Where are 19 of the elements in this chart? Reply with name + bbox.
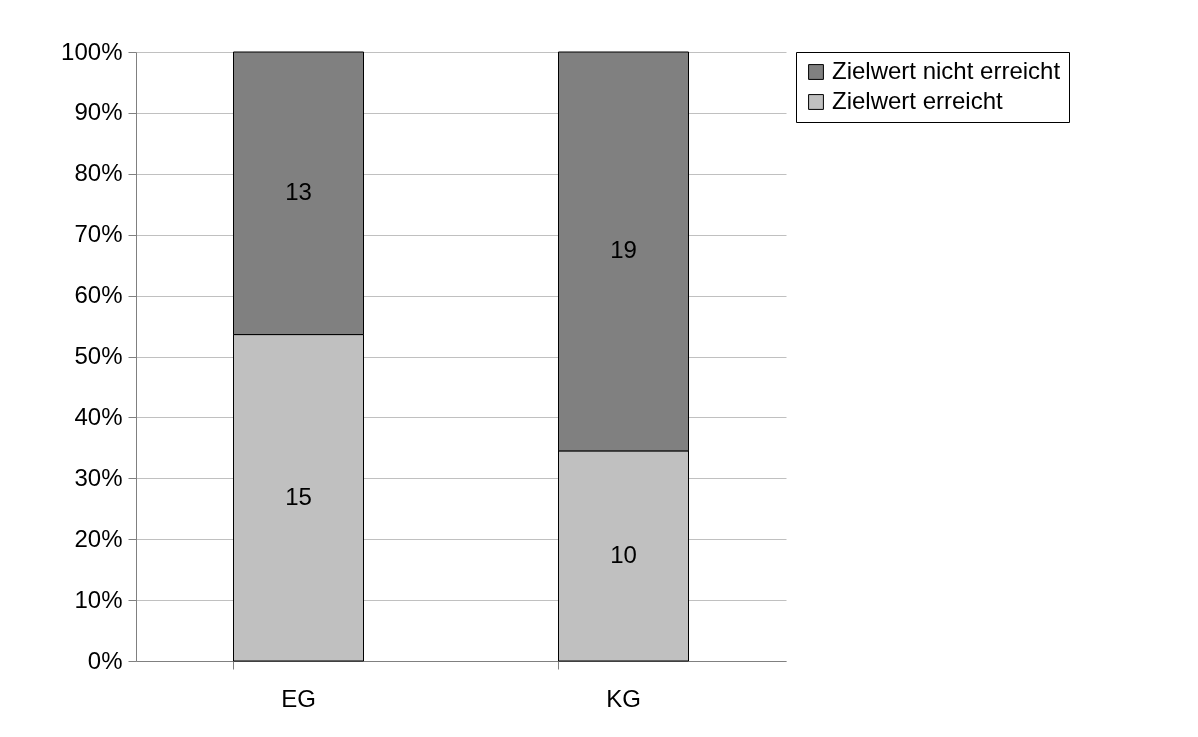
legend-label: Zielwert nicht erreicht	[832, 57, 1061, 84]
y-tick-label: 0%	[87, 646, 123, 674]
y-tick-label: 20%	[74, 524, 123, 552]
y-tick-label: 80%	[74, 159, 123, 187]
annotation: 19	[610, 236, 637, 264]
y-tick-label: 30%	[74, 463, 123, 491]
y-tick-label: 10%	[74, 585, 123, 613]
y-tick-label: 60%	[74, 281, 123, 309]
x-tick-label: EG	[281, 684, 316, 712]
y-tick-label: 70%	[74, 220, 123, 248]
y-tick-label: 40%	[74, 402, 123, 430]
x-tick-label: KG	[606, 684, 641, 712]
annotation: 15	[285, 482, 312, 510]
y-tick-label: 100%	[61, 37, 123, 65]
legend-label: Zielwert erreicht	[832, 87, 1004, 114]
y-tick-label: 50%	[74, 342, 123, 369]
annotation: 10	[610, 540, 637, 568]
annotation: 13	[285, 178, 312, 206]
y-tick-label: 90%	[74, 98, 123, 126]
